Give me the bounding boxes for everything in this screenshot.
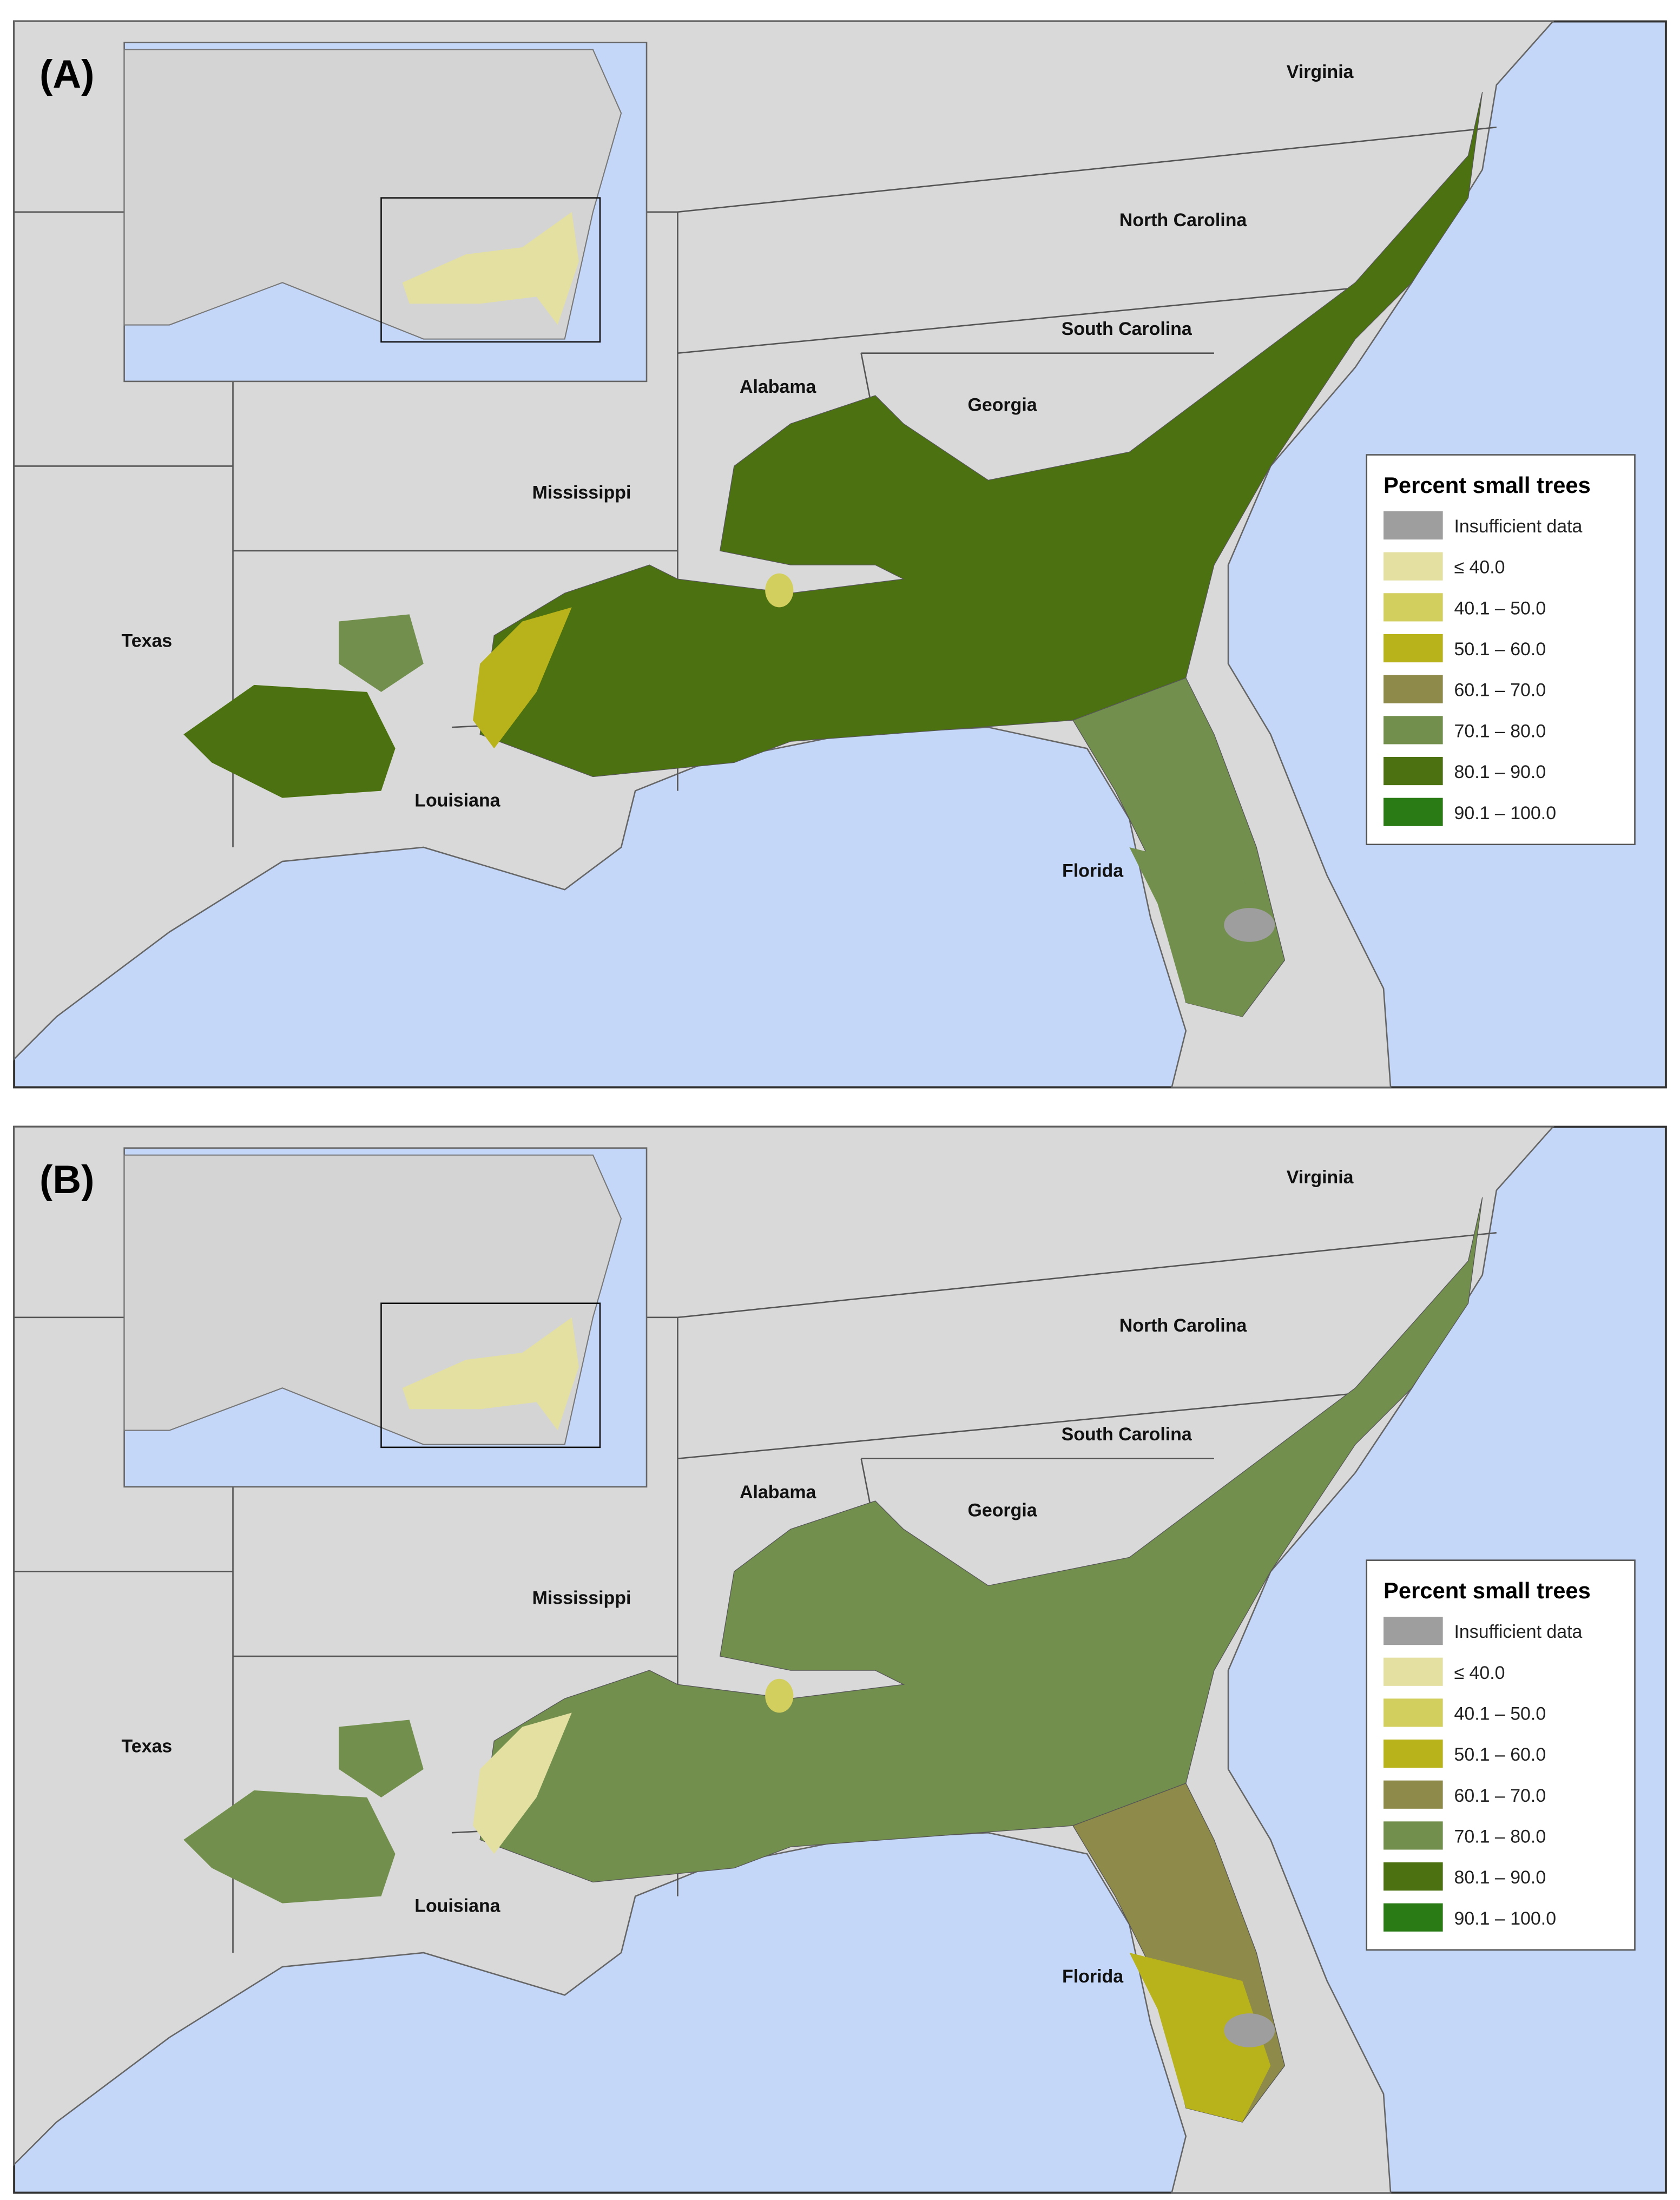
legend-label: 80.1 – 90.0 [1454,762,1546,782]
region [1224,908,1275,942]
state-label: Louisiana [414,1895,500,1916]
state-label: Florida [1062,861,1124,881]
region [183,684,396,798]
legend-label: 70.1 – 80.0 [1454,721,1546,741]
state-label: Texas [122,630,173,651]
region [183,1790,396,1903]
legend-label: 80.1 – 90.0 [1454,1867,1546,1888]
state-label: Virginia [1287,1167,1354,1188]
state-label: Georgia [967,395,1037,416]
state-label: Mississippi [532,1588,631,1609]
legend-label: 40.1 – 50.0 [1454,1703,1546,1724]
region [479,1197,1483,1883]
legend-swatch [1383,716,1443,745]
legend-swatch [1383,1657,1443,1686]
region [765,573,794,608]
legend-label: 50.1 – 60.0 [1454,639,1546,660]
region [473,607,572,749]
state-label: South Carolina [1062,1424,1193,1445]
state-label: Alabama [740,377,816,397]
inset-extent [380,1302,601,1448]
region [1129,1952,1271,2123]
state-label: North Carolina [1119,210,1248,230]
legend-swatch [1383,1698,1443,1727]
inset-extent [380,197,601,343]
legend-swatch [1383,1862,1443,1891]
legend-swatch [1383,1616,1443,1645]
region [339,614,424,692]
inset-region [402,1317,579,1431]
panel-label: (B) [39,1158,94,1202]
state-label: Florida [1062,1966,1124,1987]
legend-swatch [1383,552,1443,581]
legend-swatch [1383,756,1443,786]
legend-label: 60.1 – 70.0 [1454,680,1546,701]
state-label: North Carolina [1119,1315,1248,1336]
legend-title: Percent small trees [1383,1578,1591,1603]
legend-label: Insufficient data [1454,1622,1583,1642]
legend-label: 90.1 – 100.0 [1454,1908,1557,1929]
legend-label: ≤ 40.0 [1454,1663,1505,1683]
legend-swatch [1383,1780,1443,1809]
legend-swatch [1383,593,1443,622]
state-label: Louisiana [414,790,500,811]
state-label: Virginia [1287,62,1354,82]
state-border [677,1387,1412,1460]
legend-label: Insufficient data [1454,516,1583,537]
legend-swatch [1383,798,1443,826]
legend-label: 60.1 – 70.0 [1454,1786,1546,1806]
state-label: South Carolina [1062,319,1193,339]
region [1129,847,1271,1017]
state-label: Georgia [967,1500,1037,1521]
legend-label: 50.1 – 60.0 [1454,1744,1546,1765]
region [479,91,1483,778]
legend-swatch [1383,1903,1443,1932]
legend-swatch [1383,1739,1443,1768]
state-label: Texas [122,1736,173,1756]
legend-swatch [1383,1821,1443,1850]
state-label: Mississippi [532,482,631,503]
legend-swatch [1383,511,1443,540]
region [765,1678,794,1713]
legend-label: 70.1 – 80.0 [1454,1826,1546,1847]
legend: Percent small trees Insufficient data ≤ 40… [1366,1559,1636,1951]
inset-region [402,212,579,325]
map-panel: (A) Virginia North Carolina South Carolina A… [13,20,1667,1089]
legend-swatch [1383,634,1443,663]
state-border [677,281,1412,354]
legend-label: ≤ 40.0 [1454,557,1505,578]
state-label: Alabama [740,1482,816,1503]
region [473,1712,572,1854]
legend: Percent small trees Insufficient data ≤ 40… [1366,454,1636,846]
region [339,1720,424,1797]
legend-label: 40.1 – 50.0 [1454,598,1546,618]
legend-title: Percent small trees [1383,472,1591,498]
legend-swatch [1383,675,1443,703]
map-panel: (B) Virginia North Carolina South Carolina A… [13,1125,1667,2194]
panel-label: (A) [39,52,94,96]
legend-label: 90.1 – 100.0 [1454,803,1557,824]
region [1224,2013,1275,2047]
